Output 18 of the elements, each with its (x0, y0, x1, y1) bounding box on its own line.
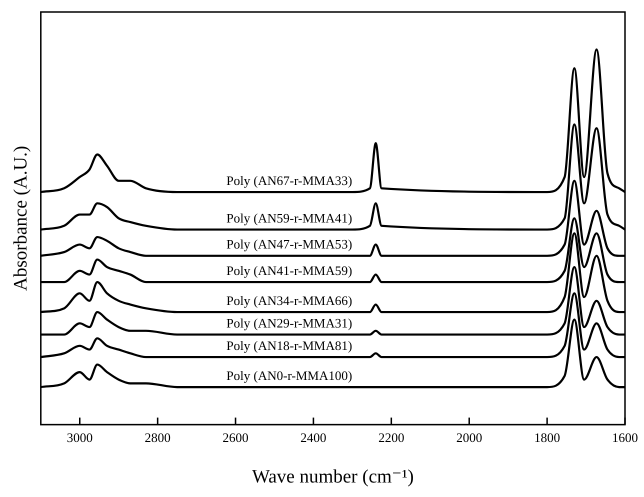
x-tick-label: 2400 (300, 430, 326, 445)
series-label: Poly (AN18-r-MMA81) (226, 338, 352, 354)
x-tick-label: 1800 (534, 430, 560, 445)
series-label: Poly (AN29-r-MMA31) (226, 316, 352, 330)
x-axis-title: Wave number (cm⁻¹) (252, 466, 414, 488)
series-label: Poly (AN41-r-MMA59) (226, 262, 352, 278)
series-label: Poly (AN59-r-MMA41) (226, 210, 352, 226)
x-tick-label: 1600 (612, 430, 638, 445)
x-tick-label: 2200 (378, 430, 404, 445)
y-axis-title: Absorbance (A.U.) (10, 146, 32, 291)
series-label: Poly (AN47-r-MMA53) (226, 236, 352, 252)
x-tick-label: 3000 (66, 430, 93, 445)
x-tick-label: 2800 (144, 430, 171, 445)
series-label: Poly (AN0-r-MMA100) (226, 368, 352, 384)
x-tick-label: 2000 (456, 430, 482, 445)
x-tick-label: 2600 (222, 430, 249, 445)
series-label: Poly (AN34-r-MMA66) (226, 292, 352, 308)
series-label: Poly (AN67-r-MMA33) (226, 172, 352, 188)
